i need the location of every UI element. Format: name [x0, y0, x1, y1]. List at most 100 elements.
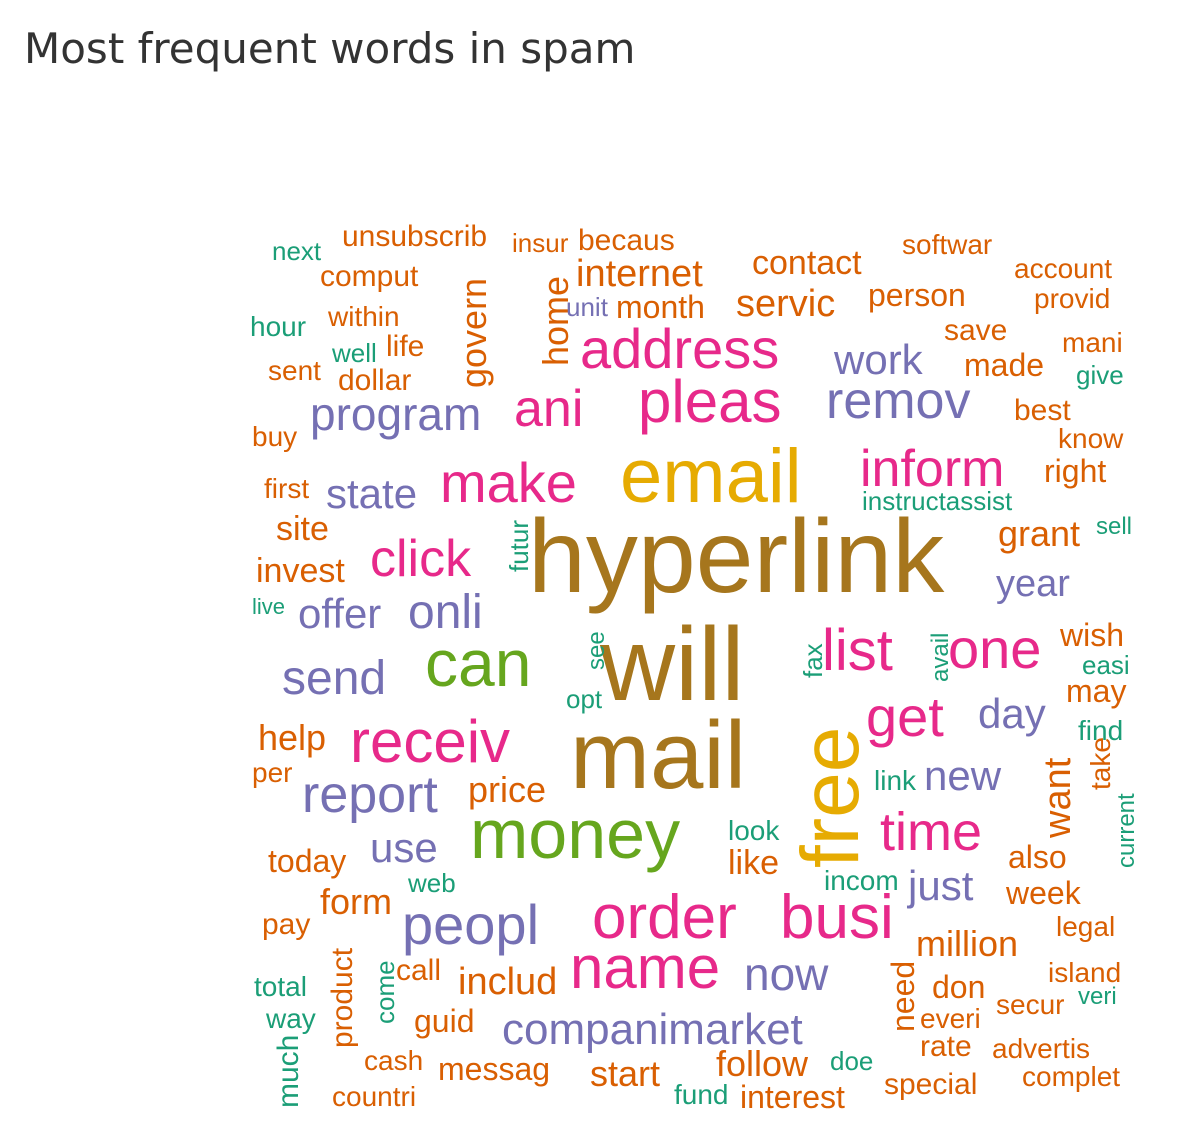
word-cash: cash: [364, 1045, 423, 1076]
word-instructassist: instructassist: [862, 486, 1013, 516]
word-inform: inform: [860, 440, 1004, 498]
word-softwar: softwar: [902, 229, 992, 260]
word-may: may: [1066, 673, 1126, 709]
word-will: will: [599, 607, 744, 723]
word-one: one: [948, 617, 1041, 680]
word-pleas: pleas: [638, 368, 781, 435]
word-interest: interest: [740, 1079, 845, 1115]
word-offer: offer: [298, 590, 381, 637]
word-advertis: advertis: [992, 1033, 1090, 1064]
word-within: within: [327, 301, 400, 332]
word-need: need: [885, 961, 921, 1032]
word-easi: easi: [1082, 650, 1130, 680]
word-countri: countri: [332, 1081, 416, 1112]
word-email: email: [620, 434, 802, 519]
word-money: money: [470, 795, 680, 873]
word-unit: unit: [566, 292, 609, 322]
word-mani: mani: [1062, 327, 1123, 358]
word-time: time: [880, 802, 982, 862]
word-million: million: [916, 923, 1018, 964]
word-start: start: [590, 1053, 660, 1094]
word-complet: complet: [1022, 1061, 1120, 1092]
word-make: make: [440, 451, 577, 514]
word-insur: insur: [512, 228, 569, 258]
word-internet: internet: [576, 253, 703, 295]
word-year: year: [996, 563, 1070, 605]
word-much: much: [272, 1035, 305, 1108]
word-week: week: [1005, 875, 1082, 911]
word-peopl: peopl: [402, 893, 539, 956]
word-comput: comput: [320, 260, 419, 293]
word-unsubscrib: unsubscrib: [342, 220, 487, 253]
word-life: life: [386, 330, 424, 363]
word-becaus: becaus: [578, 224, 675, 257]
word-avail: avail: [927, 633, 954, 682]
word-home: home: [535, 276, 576, 366]
word-made: made: [964, 347, 1044, 383]
word-use: use: [370, 824, 438, 871]
word-legal: legal: [1056, 911, 1115, 942]
word-servic: servic: [736, 283, 835, 325]
word-doe: doe: [830, 1046, 873, 1076]
word-pay: pay: [262, 908, 310, 941]
word-name: name: [570, 934, 720, 1001]
word-companimarket: companimarket: [502, 1005, 803, 1054]
word-today: today: [268, 843, 346, 879]
word-person: person: [868, 277, 966, 313]
word-way: way: [265, 1003, 316, 1034]
word-guid: guid: [414, 1003, 475, 1039]
word-provid: provid: [1034, 283, 1110, 314]
word-fund: fund: [674, 1079, 729, 1110]
word-give: give: [1076, 360, 1124, 390]
word-contact: contact: [752, 244, 862, 282]
word-also: also: [1008, 839, 1067, 875]
word-ani: ani: [514, 380, 583, 438]
word-don: don: [932, 969, 985, 1005]
word-come: come: [370, 960, 400, 1024]
word-messag: messag: [438, 1051, 550, 1087]
word-special: special: [884, 1068, 977, 1101]
word-program: program: [310, 388, 481, 440]
word-product: product: [326, 947, 359, 1048]
word-per: per: [252, 757, 292, 788]
word-new: new: [924, 752, 1002, 799]
word-island: island: [1048, 957, 1121, 988]
word-address: address: [580, 317, 779, 380]
word-grant: grant: [998, 513, 1080, 554]
word-state: state: [326, 470, 417, 517]
word-first: first: [264, 473, 309, 504]
word-well: well: [331, 338, 377, 368]
page-title: Most frequent words in spam: [24, 24, 636, 73]
word-live: live: [252, 594, 285, 619]
word-link: link: [874, 765, 917, 796]
word-next: next: [272, 236, 322, 266]
word-secur: secur: [996, 989, 1064, 1020]
word-list: list: [822, 618, 893, 683]
word-web: web: [407, 868, 456, 898]
word-govern: govern: [453, 278, 494, 388]
word-mail: mail: [570, 702, 746, 809]
word-month: month: [616, 289, 705, 325]
word-incom: incom: [824, 865, 899, 896]
word-day: day: [978, 690, 1046, 737]
word-price: price: [468, 769, 546, 810]
word-invest: invest: [256, 552, 345, 590]
word-everi: everi: [920, 1003, 981, 1034]
word-work: work: [833, 336, 924, 383]
word-includ: includ: [458, 961, 557, 1003]
word-click: click: [370, 530, 472, 588]
word-get: get: [866, 685, 944, 748]
word-send: send: [282, 652, 386, 705]
word-hyperlink: hyperlink: [528, 499, 945, 615]
word-now: now: [744, 948, 829, 1000]
word-sent: sent: [268, 355, 321, 386]
word-find: find: [1078, 715, 1123, 746]
word-futur: futur: [504, 520, 534, 572]
word-just: just: [906, 862, 974, 909]
word-best: best: [1014, 394, 1071, 427]
word-remov: remov: [826, 372, 970, 430]
word-current: current: [1113, 793, 1140, 868]
word-fax: fax: [798, 643, 828, 678]
word-hour: hour: [250, 311, 306, 342]
